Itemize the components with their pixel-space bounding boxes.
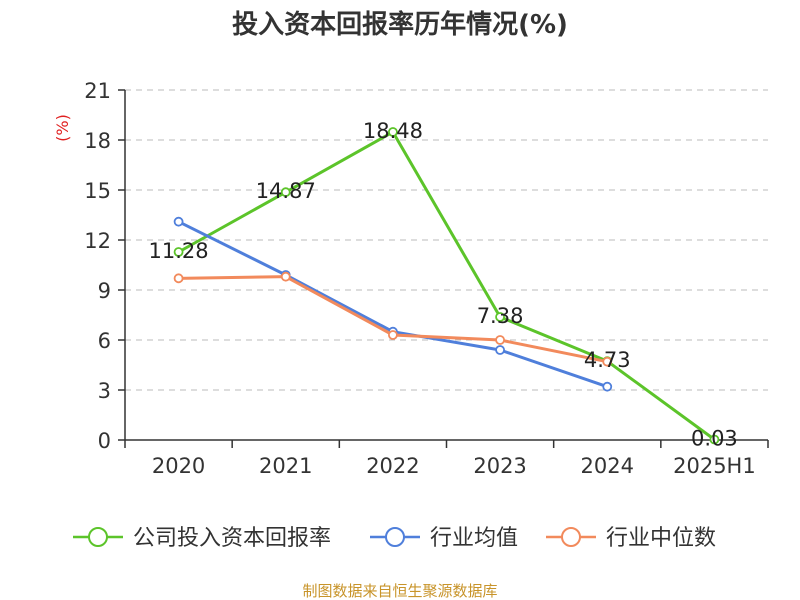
data-labels: 11.28 14.87 18.48 7.38 4.73 0.03 [149, 119, 738, 451]
data-point [388, 127, 398, 137]
x-tick-label: 2025H1 [673, 454, 756, 478]
data-label: 0.03 [691, 427, 738, 451]
chart-title: 投入资本回报率历年情况(%) [232, 9, 568, 40]
legend-marker [385, 527, 405, 547]
data-point [495, 345, 505, 355]
x-tick-label: 2023 [473, 454, 526, 478]
axes: 0 3 6 9 12 15 18 21 2020 2021 2022 2023 2024 2025H1 [84, 79, 769, 478]
y-tick-label: 18 [84, 129, 111, 153]
data-label: 18.48 [363, 119, 423, 143]
legend-label: 公司投入资本回报率 [133, 526, 331, 551]
data-label: 4.73 [584, 348, 631, 372]
x-tick-label: 2021 [259, 454, 312, 478]
series [173, 127, 720, 445]
y-tick-label: 21 [84, 79, 111, 103]
data-point [602, 381, 613, 392]
legend: 公司投入资本回报率 行业均值 行业中位数 [73, 526, 716, 551]
series-line [177, 220, 608, 389]
data-point [173, 247, 184, 257]
legend-marker [88, 527, 108, 547]
source-note: 制图数据来自恒生聚源数据库 [302, 582, 497, 600]
data-point [173, 216, 184, 227]
x-tick-label: 2022 [366, 454, 419, 478]
x-tick-label: 2024 [581, 454, 634, 478]
y-tick-label: 6 [98, 329, 111, 353]
data-label: 11.28 [149, 239, 209, 263]
y-tick-label: 3 [98, 379, 111, 403]
data-point [709, 434, 720, 445]
y-tick-label: 0 [98, 429, 111, 453]
data-point [388, 330, 398, 340]
data-point [173, 273, 184, 284]
grid [125, 89, 768, 391]
data-point [495, 312, 505, 322]
y-tick-label: 12 [84, 229, 111, 253]
legend-label: 行业中位数 [606, 526, 716, 551]
data-label: 7.38 [477, 304, 524, 328]
legend-marker [561, 527, 581, 547]
data-label: 14.87 [256, 179, 316, 203]
series-line [178, 275, 608, 364]
series-line [177, 130, 716, 441]
data-point [280, 271, 291, 282]
data-point [602, 356, 613, 367]
data-point [280, 187, 291, 198]
legend-label: 行业均值 [430, 526, 518, 551]
y-unit-label: (%) [53, 114, 72, 142]
y-tick-label: 9 [98, 279, 111, 303]
data-point [495, 335, 505, 345]
x-tick-label: 2020 [152, 454, 205, 478]
y-tick-label: 15 [84, 179, 111, 203]
